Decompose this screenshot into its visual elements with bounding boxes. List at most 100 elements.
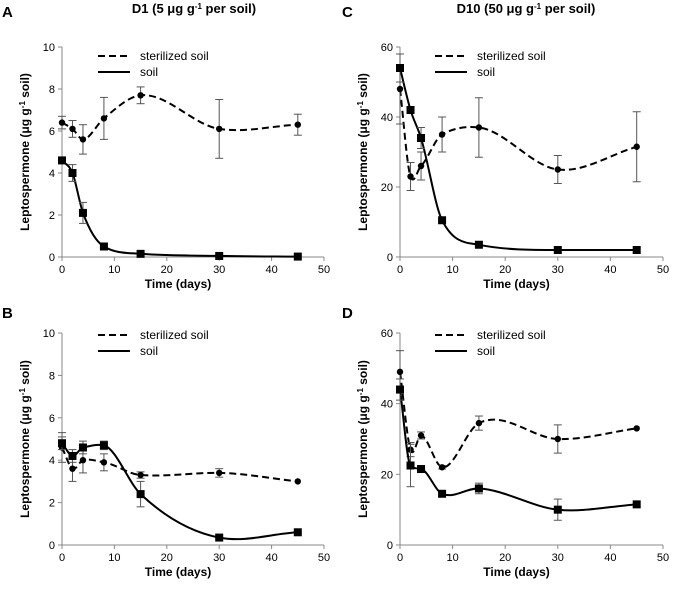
series-line-sterilized-soil [61, 94, 298, 141]
x-tick-label: 40 [604, 264, 616, 276]
data-point-sterilized-soil [58, 119, 66, 126]
series-line-sterilized-soil [399, 371, 637, 469]
x-axis-label: Time (days) [483, 565, 549, 579]
y-tick-label: 40 [381, 112, 393, 124]
series-line-sterilized-soil [399, 88, 637, 181]
data-point-sterilized-soil [438, 131, 446, 138]
legend-label: soil [140, 65, 158, 79]
panel-letter: B [2, 305, 13, 322]
x-tick-label: 50 [318, 552, 330, 564]
data-point-soil [396, 64, 404, 72]
data-point-sterilized-soil [69, 125, 76, 133]
data-point-soil [68, 451, 77, 460]
data-point-soil [438, 489, 447, 498]
x-tick-label: 40 [265, 552, 277, 564]
y-tick-label: 10 [43, 42, 55, 54]
data-point-sterilized-soil [417, 432, 425, 439]
y-tick-label: 0 [49, 540, 55, 552]
data-point-sterilized-soil [100, 459, 108, 466]
data-point-sterilized-soil [294, 478, 301, 485]
data-point-soil [438, 216, 447, 225]
series-line-sterilized-soil [61, 447, 298, 483]
legend-label: soil [477, 65, 495, 79]
data-point-sterilized-soil [633, 425, 640, 432]
y-tick-label: 20 [381, 469, 393, 481]
data-point-soil [417, 465, 426, 474]
x-tick-label: 40 [265, 264, 277, 276]
chart-title: D10 (50 μg g-1 per soil) [457, 1, 596, 16]
data-point-sterilized-soil [216, 469, 223, 477]
y-tick-label: 40 [381, 399, 393, 411]
y-tick-label: 10 [43, 328, 55, 340]
x-tick-label: 0 [397, 552, 403, 564]
data-point-soil [474, 484, 483, 493]
x-axis-label: Time (days) [145, 277, 211, 291]
y-tick-label: 8 [49, 370, 55, 382]
y-tick-label: 20 [381, 182, 393, 194]
data-point-soil [406, 461, 415, 470]
x-tick-label: 30 [213, 264, 225, 276]
data-point-soil [136, 490, 145, 499]
data-point-sterilized-soil [633, 143, 640, 150]
series-line-soil [61, 442, 298, 541]
legend-label: soil [477, 344, 495, 358]
panel-letter: C [342, 4, 353, 21]
data-point-sterilized-soil [216, 125, 223, 133]
data-point-soil [632, 246, 641, 254]
y-tick-label: 0 [387, 540, 393, 552]
y-tick-label: 2 [49, 498, 55, 510]
chart-panel-b: B 0 2 4 6 8 10 0 10 20 30 40 50 Time (days) Leptosperm… [2, 305, 330, 579]
x-tick-label: 50 [318, 264, 330, 276]
data-point-soil [553, 246, 562, 254]
data-point-soil [215, 533, 224, 542]
data-point-sterilized-soil [137, 471, 144, 479]
data-point-sterilized-soil [69, 465, 76, 472]
data-point-soil [293, 252, 302, 261]
data-point-soil [99, 242, 108, 251]
legend-label: soil [140, 344, 158, 358]
data-point-soil [553, 505, 562, 514]
x-tick-label: 10 [108, 552, 120, 564]
data-point-sterilized-soil [79, 136, 87, 143]
y-axis-label: Leptospermone (μg g-1 soil) [356, 360, 371, 518]
data-point-soil [58, 439, 66, 448]
y-tick-label: 4 [49, 455, 55, 467]
x-tick-label: 0 [397, 264, 403, 276]
data-point-sterilized-soil [396, 368, 404, 376]
data-point-soil [293, 528, 302, 537]
data-point-soil [78, 208, 87, 217]
x-tick-label: 10 [446, 264, 458, 276]
x-tick-label: 20 [499, 264, 511, 276]
data-point-sterilized-soil [554, 166, 561, 173]
data-point-soil [136, 249, 145, 258]
y-axis-label: Leptospermone (μg g-1 soil) [18, 73, 33, 231]
data-point-soil [417, 134, 426, 142]
data-point-soil [215, 251, 224, 260]
legend-label: sterilized soil [477, 328, 546, 342]
legend-label: sterilized soil [140, 328, 209, 342]
series-line-soil [61, 159, 298, 258]
data-point-sterilized-soil [79, 457, 87, 464]
x-tick-label: 30 [552, 264, 564, 276]
data-point-sterilized-soil [417, 162, 425, 170]
y-tick-label: 60 [381, 328, 393, 340]
data-point-sterilized-soil [294, 121, 301, 128]
y-tick-label: 6 [49, 413, 55, 425]
x-tick-label: 20 [161, 264, 173, 276]
x-tick-label: 40 [604, 552, 616, 564]
y-tick-label: 6 [49, 126, 55, 138]
chart-panel-a: A D1 (5 μg g-1 per soil) 0 2 4 6 8 10 0 10 20 30 40 5… [2, 1, 330, 291]
legend-label: sterilized soil [140, 49, 209, 63]
y-tick-label: 0 [387, 252, 393, 264]
x-tick-label: 30 [552, 552, 564, 564]
x-tick-label: 10 [446, 552, 458, 564]
data-point-sterilized-soil [475, 124, 483, 131]
y-tick-label: 4 [49, 168, 55, 180]
data-point-soil [406, 106, 415, 114]
data-point-soil [632, 500, 641, 509]
chart-panel-c: C D10 (50 μg g-1 per soil) 0 20 40 60 0 10 20 30 4… [342, 1, 669, 291]
panel-letter: A [2, 4, 13, 21]
y-axis-label: Leptospermone (μg g-1 soil) [18, 360, 33, 518]
legend-label: sterilized soil [477, 49, 546, 63]
